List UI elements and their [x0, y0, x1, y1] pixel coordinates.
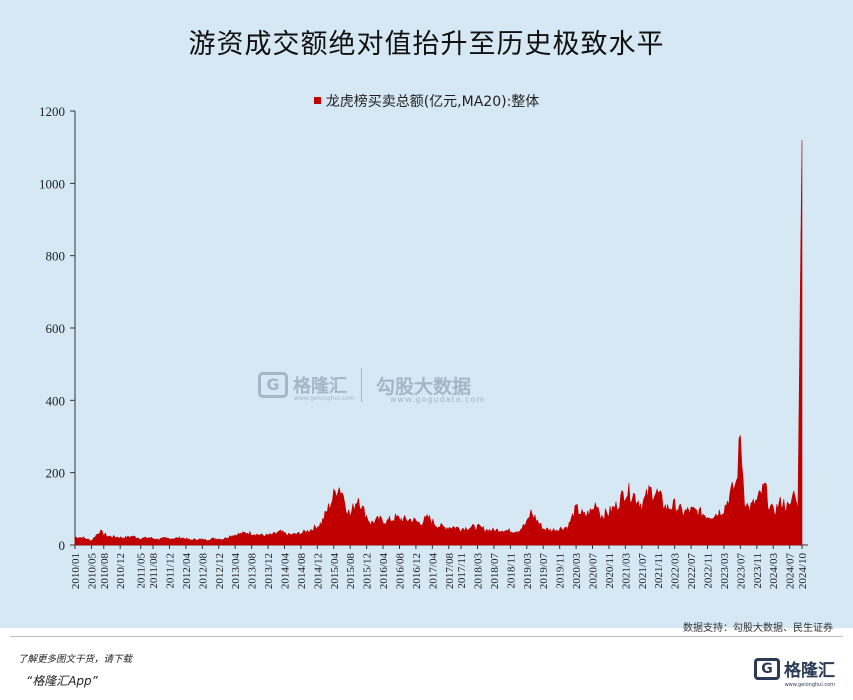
x-tick-label: 2022/03	[670, 553, 682, 590]
chart-title: 游资成交额绝对值抬升至历史极致水平	[188, 29, 665, 60]
y-tick-label: 1000	[39, 176, 65, 191]
x-tick-label: 2016/04	[378, 553, 390, 590]
x-tick-label: 2019/07	[538, 553, 550, 590]
footer-logo-text: 格隆汇	[784, 661, 835, 681]
footer-app-name: “格隆汇App”	[26, 674, 98, 688]
x-tick-label: 2017/08	[444, 553, 456, 590]
x-tick-label: 2015/12	[362, 553, 374, 589]
x-tick-label: 2016/08	[394, 553, 406, 590]
x-tick-label: 2024/10	[797, 553, 809, 590]
x-tick-label: 2021/07	[637, 553, 649, 590]
footer-logo-icon: G	[754, 657, 780, 680]
footer-divider	[10, 636, 843, 637]
x-tick-label: 2024/03	[768, 553, 780, 590]
x-tick-label: 2018/07	[489, 553, 501, 590]
x-tick-label: 2023/03	[719, 553, 731, 590]
footer-logo: G 格隆汇 www.gelonghui.com	[754, 656, 835, 688]
x-tick-label: 2011/08	[148, 553, 160, 589]
watermark-partner-url: www.gogudata.com	[390, 395, 486, 404]
x-tick-label: 2010/05	[86, 553, 98, 590]
watermark-brand: 格隆汇	[293, 376, 347, 397]
x-tick-label: 2012/04	[181, 553, 193, 590]
x-tick-label: 2013/04	[230, 553, 242, 590]
x-tick-label: 2020/03	[571, 553, 583, 590]
x-tick-label: 2018/03	[473, 553, 485, 590]
legend-label: 龙虎榜买卖总额(亿元,MA20):整体	[325, 94, 540, 110]
x-tick-label: 2020/07	[588, 553, 600, 590]
x-tick-label: 2015/04	[329, 553, 341, 590]
legend-swatch	[313, 96, 321, 104]
x-tick-label: 2010/01	[70, 553, 82, 589]
x-tick-label: 2023/07	[735, 553, 747, 590]
x-tick-label: 2021/03	[620, 553, 632, 590]
x-tick-label: 2024/07	[785, 553, 797, 590]
y-tick-label: 800	[46, 249, 66, 264]
x-tick-label: 2017/04	[427, 553, 439, 590]
chart-legend: 龙虎榜买卖总额(亿元,MA20):整体	[0, 91, 853, 111]
x-tick-label: 2020/11	[604, 553, 616, 589]
watermark-partner: 勾股大数据	[376, 375, 472, 398]
x-tick-label: 2011/12	[164, 553, 176, 589]
footer-cta: 了解更多图文干货，请下载	[18, 654, 133, 665]
x-tick-label: 2012/12	[214, 553, 226, 589]
x-tick-label: 2010/08	[99, 553, 111, 590]
x-tick-label: 2018/11	[505, 553, 517, 589]
x-tick-label: 2015/08	[345, 553, 357, 590]
x-tick-label: 2019/03	[522, 553, 534, 590]
y-tick-label: 0	[59, 538, 66, 553]
x-tick-label: 2017/11	[456, 553, 468, 589]
x-tick-label: 2012/08	[197, 553, 209, 590]
watermark-logo-icon: G	[258, 372, 288, 398]
watermark: G 格隆汇 勾股大数据 www.gelonghui.com www.goguda…	[258, 368, 484, 404]
y-tick-label: 200	[46, 466, 66, 481]
series-area	[74, 139, 803, 546]
y-tick-label: 1200	[39, 104, 65, 119]
x-tick-label: 2022/07	[686, 553, 698, 590]
x-tick-label: 2016/12	[411, 553, 423, 589]
watermark-divider	[361, 368, 362, 402]
watermark-brand-url: www.gelonghui.com	[294, 395, 355, 402]
y-tick-label: 400	[46, 393, 66, 408]
x-tick-label: 2021/11	[653, 553, 665, 589]
x-tick-label: 2019/11	[555, 553, 567, 589]
x-tick-label: 2013/12	[263, 553, 275, 589]
x-tick-label: 2014/04	[279, 553, 291, 590]
x-tick-label: 2011/05	[136, 553, 148, 589]
x-tick-label: 2014/12	[312, 553, 324, 589]
x-tick-label: 2014/08	[296, 553, 308, 590]
x-tick-label: 2010/12	[115, 553, 127, 589]
x-tick-label: 2023/11	[752, 553, 764, 589]
x-tick-label: 2013/08	[247, 553, 259, 590]
x-tick-label: 2022/11	[703, 553, 715, 589]
source-note: 数据支持：勾股大数据、民生证券	[683, 623, 833, 634]
y-tick-label: 600	[46, 321, 66, 336]
footer-logo-url: www.gelonghui.com	[784, 682, 835, 688]
